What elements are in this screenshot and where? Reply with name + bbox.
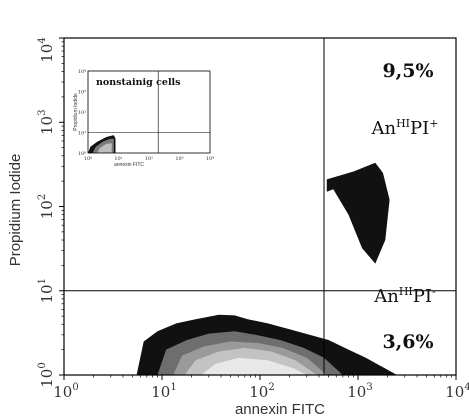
inset-level-2 — [97, 143, 112, 153]
x-tick-label: 104 — [445, 382, 469, 401]
lower-right-quadrant-label: AnHIPI- — [373, 285, 436, 307]
tick-base: 10 — [38, 116, 56, 135]
tick-exp: 3 — [37, 110, 48, 116]
tick-exp: 4 — [37, 37, 48, 43]
inset-title: nonstainig cells — [96, 77, 181, 88]
label-sup: + — [429, 117, 438, 130]
tick-exp: 4 — [464, 382, 469, 393]
tick-exp: 1 — [170, 382, 176, 393]
label-mid: PI — [410, 118, 429, 139]
x-tick-label: 102 — [249, 382, 274, 401]
population-0-level-4 — [201, 357, 307, 375]
tick-base: 10 — [53, 383, 72, 401]
inset-x-tick-label: 10² — [145, 156, 153, 162]
inset-population-contours — [88, 135, 116, 153]
tick-base: 10 — [249, 383, 268, 401]
y-tick-label: 103 — [37, 110, 56, 135]
label-base: An — [371, 118, 397, 139]
tick-exp: 0 — [37, 362, 48, 368]
upper-right-percent: 9,5% — [382, 60, 433, 82]
x-axis-label: annexin FITC — [235, 401, 325, 418]
inset-frame — [87, 70, 211, 154]
upper-right-quadrant-label: AnHIPI+ — [371, 117, 439, 139]
y-tick-label: 101 — [37, 278, 56, 303]
inset-y-tick-label: 10³ — [78, 90, 86, 96]
inset-x-tick-label: 10³ — [175, 156, 183, 162]
x-tick-label: 100 — [53, 382, 78, 401]
tick-base: 10 — [347, 383, 366, 401]
inset-y-ticks: 10⁰ 10¹ 10² 10³ 10⁴ — [78, 69, 86, 157]
population-contours — [136, 162, 397, 375]
lower-right-percent: 3,6% — [382, 331, 433, 353]
label-mid: PI — [413, 286, 432, 307]
inset-x-ticks: 10⁰ 10¹ 10² 10³ 10⁴ — [84, 156, 214, 162]
inset-y-axis-label: Propidium Iodide — [73, 93, 79, 131]
y-tick-label: 100 — [37, 362, 56, 387]
y-tick-label: 102 — [37, 194, 56, 219]
y-tick-label: 104 — [37, 37, 56, 62]
quadrant-gates — [64, 38, 456, 375]
tick-base: 10 — [445, 383, 464, 401]
x-tick-label: 101 — [151, 382, 176, 401]
label-sup: - — [432, 285, 436, 298]
tick-exp: 2 — [37, 194, 48, 200]
tick-base: 10 — [151, 383, 170, 401]
tick-exp: 0 — [72, 382, 78, 393]
inset-y-tick-label: 10⁴ — [78, 69, 86, 75]
tick-exp: 1 — [37, 278, 48, 284]
label-sup: HI — [396, 117, 410, 130]
inset-plot: nonstainig cells 10⁰ 10¹ 10² 10³ 10⁴ 10⁰10¹1… — [73, 63, 218, 171]
tick-base: 10 — [38, 284, 56, 303]
inset-quadrant-gates — [88, 71, 210, 153]
label-sup: HI — [399, 285, 413, 298]
x-axis-ticks: 100 101 102 103 104 — [53, 375, 469, 401]
tick-exp: 2 — [268, 382, 274, 393]
inset-x-tick-label: 10⁰ — [84, 156, 92, 162]
inset-y-tick-label: 10⁰ — [78, 151, 86, 157]
inset-y-tick-label: 10² — [78, 110, 86, 116]
tick-base: 10 — [38, 200, 56, 219]
tick-exp: 3 — [366, 382, 372, 393]
inset-x-tick-label: 10¹ — [114, 156, 122, 162]
tick-base: 10 — [38, 369, 56, 388]
x-tick-label: 103 — [347, 382, 372, 401]
label-base: An — [373, 286, 399, 307]
inset-x-tick-label: 10⁴ — [206, 156, 214, 162]
tick-base: 10 — [38, 44, 56, 63]
inset-x-axis-label: annexin FITC — [114, 162, 144, 168]
y-axis-label: Propidium Iodide — [7, 154, 24, 267]
inset-y-tick-label: 10¹ — [78, 131, 86, 137]
population-1-level-0 — [326, 162, 390, 264]
